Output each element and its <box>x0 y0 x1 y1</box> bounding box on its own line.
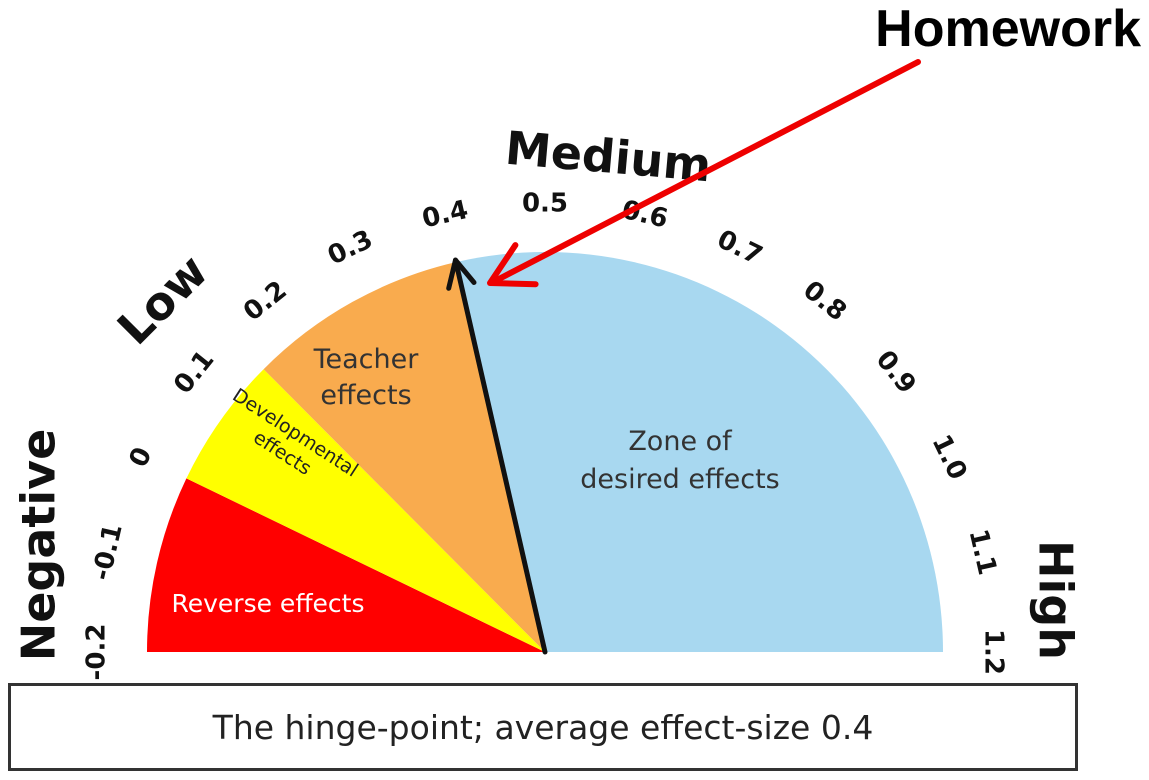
zone-labels-layer: Reverse effectsDevelopmentaleffectsTeach… <box>172 344 780 618</box>
zones-layer <box>146 251 944 652</box>
homework-callout-arrow <box>487 59 921 288</box>
tick-label: 0.4 <box>419 195 471 235</box>
zone-label-line: Teacher <box>313 344 420 375</box>
hinge-needle <box>446 257 548 655</box>
tick-label: 0.3 <box>323 224 378 271</box>
zone-reverse <box>146 478 545 652</box>
category-label-high: High <box>1029 540 1083 660</box>
zone-label-line: Reverse effects <box>172 589 365 618</box>
zone-label-desired: Zone of desired effects <box>580 426 779 495</box>
zone-label-teacher: Teacher effects <box>313 344 420 411</box>
zone-label-line: effects <box>320 380 411 411</box>
tick-label: 1.2 <box>979 629 1009 675</box>
tick-label: 0 <box>124 443 159 472</box>
homework-callout-label: Homework <box>875 0 1141 58</box>
category-label-negative: Negative <box>12 429 66 662</box>
zone-label-reverse: Reverse effects <box>172 589 365 618</box>
tick-label: 0.7 <box>712 224 767 271</box>
zone-developmental <box>186 369 545 652</box>
callout-arrow-head <box>487 242 539 288</box>
zone-label-line: desired effects <box>580 464 779 495</box>
tick-label: 1.1 <box>963 526 1003 578</box>
needle-shaft <box>453 257 548 655</box>
hinge-point-caption: The hinge-point; average effect-size 0.4 <box>212 707 874 747</box>
needle-head <box>446 257 477 291</box>
tick-label: -0.1 <box>87 521 129 583</box>
tick-label: 0.5 <box>522 189 568 219</box>
hinge-point-caption-box: The hinge-point; average effect-size 0.4 <box>8 683 1078 771</box>
callout-arrow-shaft <box>494 59 921 283</box>
tick-label: 1.0 <box>926 430 973 485</box>
zone-desired <box>456 251 944 652</box>
tick-label: 0.8 <box>797 275 852 327</box>
tick-label: -0.2 <box>82 624 112 681</box>
tick-label: 0.9 <box>870 345 922 400</box>
tick-label: 0.2 <box>238 275 293 327</box>
zone-teacher <box>263 262 545 652</box>
zone-label-line: Zone of <box>628 426 733 457</box>
tick-label: 0.1 <box>168 345 220 400</box>
category-label-low: Low <box>107 244 218 355</box>
